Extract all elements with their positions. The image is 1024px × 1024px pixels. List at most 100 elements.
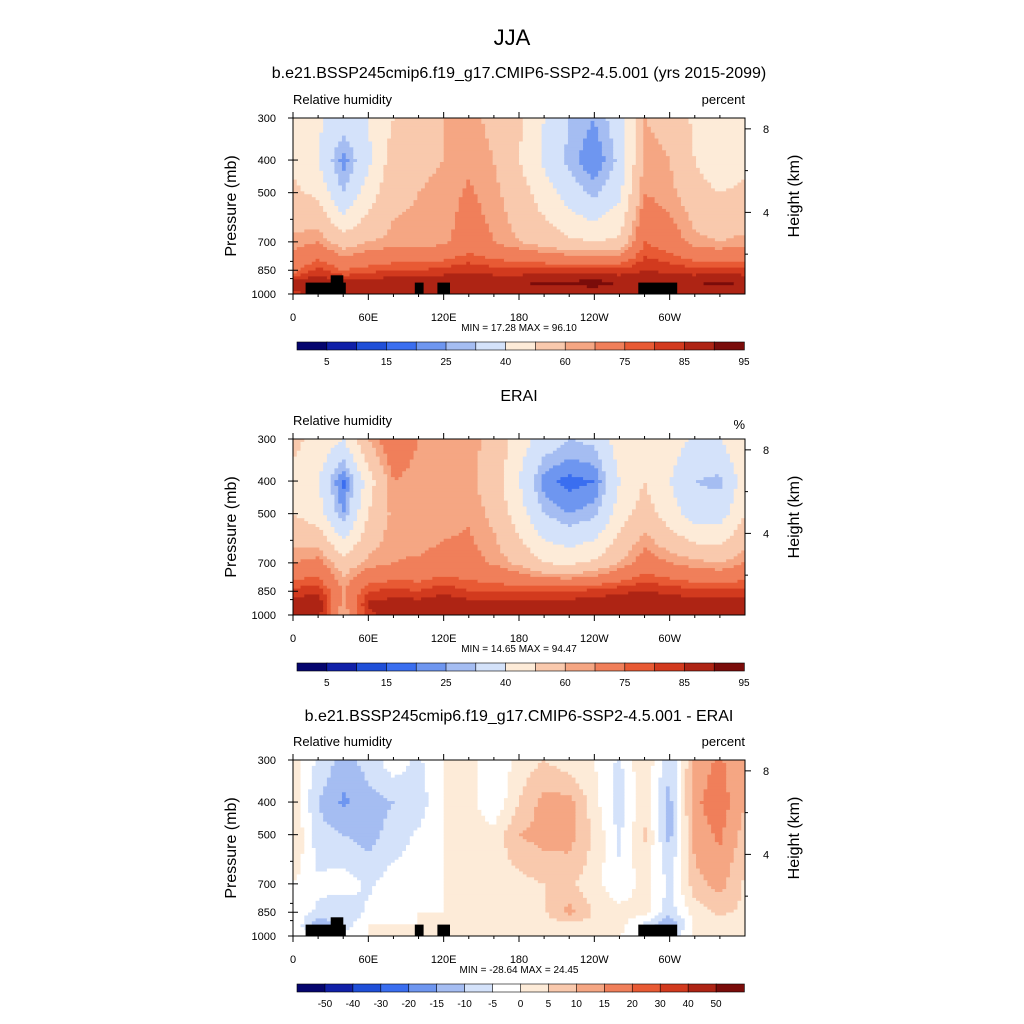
contour-cell [616, 497, 641, 502]
contour-cell [421, 579, 479, 584]
contour-cell [338, 173, 351, 178]
contour-cell [620, 760, 633, 764]
contour-cell [616, 848, 622, 852]
contour-cell [628, 921, 644, 925]
contour-cell [711, 768, 727, 773]
contour-cell [477, 789, 509, 793]
contour-cell [443, 771, 479, 776]
contour-cell [293, 132, 320, 137]
colorbar-swatch [475, 662, 507, 672]
contour-cell [357, 512, 369, 516]
contour-cell [635, 150, 644, 154]
contour-cell [323, 267, 339, 272]
contour-cell [696, 541, 723, 546]
contour-cell [522, 456, 543, 461]
contour-cell [726, 188, 745, 192]
contour-cell [567, 120, 592, 125]
contour-cell [507, 856, 588, 861]
contour-cell [507, 827, 528, 831]
contour-cell [311, 824, 332, 829]
contour-cell [454, 223, 490, 228]
contour-cell [421, 588, 467, 593]
contour-cell [296, 874, 354, 878]
contour-cell [729, 512, 745, 516]
contour-cell [360, 571, 520, 575]
contour-cell [379, 830, 415, 834]
contour-cell [368, 170, 384, 175]
contour-cell [635, 874, 652, 878]
contour-cell [665, 786, 671, 790]
contour-cell [349, 447, 362, 452]
contour-cell [741, 886, 745, 890]
contour-cell [673, 815, 678, 820]
contour-cell [684, 792, 693, 796]
contour-cell [662, 147, 693, 151]
contour-cell [632, 845, 652, 849]
contour-cell [677, 821, 682, 826]
contour-cell [338, 494, 347, 499]
contour-cell [598, 795, 614, 799]
contour-cell [454, 585, 618, 590]
contour-cell [443, 156, 494, 160]
contour-cell [729, 456, 745, 461]
contour-cell [293, 903, 317, 908]
contour-cell [526, 777, 577, 782]
contour-cell [477, 483, 505, 487]
contour-cell [443, 903, 546, 908]
contour-cell [372, 886, 445, 890]
contour-cell [662, 768, 678, 773]
contour-cell [696, 853, 735, 858]
contour-cell [326, 214, 366, 219]
contour-cell [737, 839, 745, 843]
contour-cell [481, 500, 509, 505]
contour-cell [688, 845, 693, 849]
contour-cell [293, 468, 324, 472]
contour-cell [428, 792, 445, 796]
contour-cell [293, 765, 302, 770]
contour-cell [330, 600, 343, 604]
contour-cell [601, 480, 607, 484]
contour-cell [669, 214, 690, 219]
contour-cell [503, 798, 520, 802]
contour-cell [620, 845, 633, 849]
contour-cell [598, 138, 614, 143]
contour-cell [677, 848, 682, 852]
x-tick-label: 60W [658, 312, 681, 324]
contour-cell [680, 792, 686, 796]
contour-cell [293, 827, 305, 831]
contour-cell [684, 774, 693, 779]
contour-cell [680, 768, 686, 773]
contour-cell [541, 126, 569, 131]
contour-cell [477, 197, 505, 201]
contour-cell [481, 553, 505, 557]
x-tick-label: 120W [580, 312, 609, 324]
contour-cell [620, 194, 629, 198]
contour-cell [394, 774, 426, 779]
contour-cell [357, 600, 366, 604]
contour-cell [541, 462, 562, 466]
contour-cell [293, 806, 302, 811]
contour-cell [677, 842, 682, 846]
contour-cell [537, 203, 565, 207]
contour-cell [496, 167, 524, 172]
contour-cell [684, 515, 727, 519]
contour-cell [635, 126, 644, 131]
contour-cell [699, 900, 739, 905]
contour-cell [311, 786, 324, 790]
contour-cell [601, 582, 637, 587]
contour-cell [688, 865, 697, 870]
contour-cell [398, 559, 486, 563]
contour-cell [488, 524, 516, 528]
contour-cell [598, 471, 607, 475]
contour-cell [714, 912, 727, 917]
contour-cell [575, 780, 599, 785]
contour-cell [390, 474, 403, 478]
contour-cell [503, 497, 524, 502]
contour-cell [684, 206, 745, 210]
contour-cell [387, 156, 445, 160]
contour-cell [300, 762, 317, 767]
contour-cell [507, 503, 524, 508]
contour-cell [383, 824, 422, 829]
contour-cell [293, 203, 320, 207]
contour-cell [620, 933, 648, 936]
